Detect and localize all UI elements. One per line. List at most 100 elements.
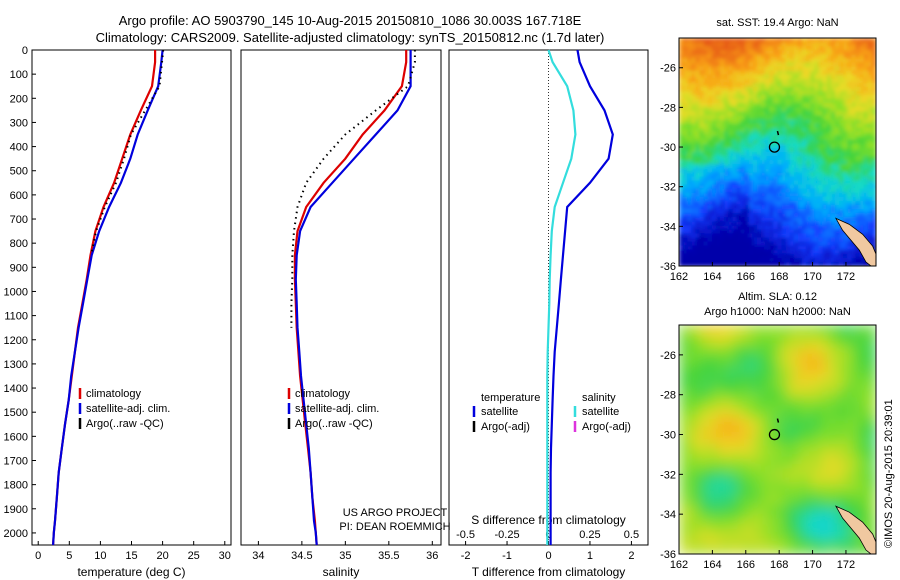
temperature-series-climatology [52, 50, 157, 546]
difference-x-axis-label: T difference from climatology [472, 565, 626, 579]
lat-tick-label: -28 [660, 102, 676, 114]
s-diff-tick-label: 0 [545, 529, 551, 541]
sla_map-frame [678, 324, 877, 555]
figure-title-line1: Argo profile: AO 5903790_145 10-Aug-2015… [119, 13, 582, 28]
lon-tick-label: 162 [670, 271, 688, 283]
argo-track [776, 130, 780, 136]
salinity-x-tick-label: 36 [426, 550, 438, 562]
lon-tick-label: 166 [737, 559, 755, 571]
temperature-series-satellite-adj-clim- [52, 49, 164, 546]
salinity-series-climatology [293, 50, 408, 546]
depth-tick-label: 1700 [4, 455, 28, 467]
difference-x-tick-label: -2 [461, 550, 471, 562]
depth-tick-label: 1100 [4, 311, 28, 323]
lat-tick-label: -32 [660, 182, 676, 194]
lat-tick-label: -26 [660, 63, 676, 75]
lat-tick-label: -28 [660, 390, 676, 402]
lat-tick-label: -36 [660, 549, 676, 561]
depth-tick-label: 1300 [4, 359, 28, 371]
legend-title-temperature: temperature [481, 392, 540, 404]
temperature-x-tick-label: 0 [35, 550, 41, 562]
difference-panel: -2 -1 0 1 2T difference from climatology -0.5… [448, 49, 649, 579]
s-diff-tick-label: -0.25 [495, 529, 520, 541]
imos-timestamp: ©IMOS 20-Aug-2015 20:39:01 [883, 399, 895, 548]
lon-tick-label: 170 [803, 559, 821, 571]
legend-label: climatology [86, 388, 142, 400]
depth-tick-label: 400 [10, 142, 28, 154]
lon-tick-label: 162 [670, 559, 688, 571]
lat-tick-label: -34 [660, 509, 676, 521]
credit-project: US ARGO PROJECT [343, 507, 448, 519]
depth-tick-label: 900 [10, 262, 28, 274]
lat-tick-label: -32 [660, 469, 676, 481]
temperature-x-tick-label: 5 [66, 550, 72, 562]
salinity-x-axis-label: salinity [323, 565, 360, 579]
lon-tick-label: 166 [737, 271, 755, 283]
depth-tick-label: 1000 [4, 286, 28, 298]
coastline [834, 505, 876, 554]
depth-tick-label: 1900 [4, 504, 28, 516]
legend-label: Argo(-adj) [582, 421, 631, 433]
lon-tick-label: 164 [703, 271, 721, 283]
salinity-axes-frame [240, 49, 442, 546]
difference-x-tick-label: 0 [545, 550, 551, 562]
depth-tick-label: 100 [10, 69, 28, 81]
sla_map-subtitle: Argo h1000: NaN h2000: NaN [704, 306, 851, 318]
salinity-panel: 34 34.5 35 35.5 36 salinity climatology satelli… [240, 49, 442, 579]
temperature-axes-frame [31, 49, 232, 546]
lat-tick-label: -36 [660, 261, 676, 273]
argo-position-marker [768, 428, 781, 441]
argo-position-marker [768, 141, 781, 153]
temperature-series-argo-raw-qc- [90, 49, 165, 256]
lon-tick-label: 168 [770, 559, 788, 571]
depth-tick-label: 0 [22, 45, 28, 57]
legend-label: satellite-adj. clim. [295, 403, 379, 415]
legend-label: Argo(-adj) [481, 421, 530, 433]
s-diff-tick-label: 0.5 [624, 529, 639, 541]
legend-label: satellite [481, 406, 518, 418]
temperature-x-tick-label: 15 [125, 550, 137, 562]
depth-tick-label: 1200 [4, 335, 28, 347]
depth-tick-label: 600 [10, 190, 28, 202]
legend-label: satellite-adj. clim. [86, 403, 170, 415]
depth-tick-label: 1600 [4, 431, 28, 443]
difference-x-tick-label: -1 [502, 550, 512, 562]
sla_map-panel: 162 164 166 168 170 172 -26 -28 -30 -32 -34 -36 Alti… [660, 291, 877, 571]
temperature-x-axis-label: temperature (deg C) [77, 565, 185, 579]
legend-label: Argo(..raw -QC) [86, 418, 164, 430]
depth-tick-label: 1400 [4, 383, 28, 395]
sst_map-heatmap [679, 38, 876, 266]
lon-tick-label: 168 [770, 271, 788, 283]
depth-tick-label: 200 [10, 93, 28, 105]
depth-tick-label: 1800 [4, 480, 28, 492]
temperature-x-tick-label: 25 [188, 550, 200, 562]
lon-tick-label: 170 [803, 271, 821, 283]
lon-tick-label: 172 [837, 559, 855, 571]
difference-series-satellite [549, 49, 614, 545]
salinity-series-argo-raw-qc- [290, 50, 416, 328]
legend-label: Argo(..raw -QC) [295, 418, 373, 430]
salinity-x-tick-label: 34 [252, 550, 264, 562]
lat-tick-label: -30 [660, 142, 676, 154]
lon-tick-label: 172 [837, 271, 855, 283]
figure-title-line2: Climatology: CARS2009. Satellite-adjuste… [96, 30, 605, 45]
s-diff-tick-label: 0.25 [579, 529, 600, 541]
salinity-x-tick-label: 35 [339, 550, 351, 562]
lat-tick-label: -26 [660, 350, 676, 362]
s-diff-tick-label: -0.5 [456, 529, 475, 541]
temperature-panel: 0100200300400500600700800900100011001200… [4, 45, 232, 579]
legend-label: satellite [582, 406, 619, 418]
difference-x-tick-label: 1 [587, 550, 593, 562]
legend-title-salinity: salinity [582, 392, 616, 404]
temperature-x-tick-label: 10 [94, 550, 106, 562]
lon-tick-label: 164 [703, 559, 721, 571]
legend-label: climatology [295, 388, 351, 400]
coastline [834, 217, 876, 266]
depth-tick-label: 700 [10, 214, 28, 226]
sla_map-title: Altim. SLA: 0.12 [738, 291, 817, 303]
s-diff-axis-label: S difference from climatology [471, 513, 626, 527]
credit-pi: PI: DEAN ROEMMICH [339, 521, 450, 533]
depth-tick-label: 2000 [4, 528, 28, 540]
sst_map-frame [678, 37, 877, 267]
